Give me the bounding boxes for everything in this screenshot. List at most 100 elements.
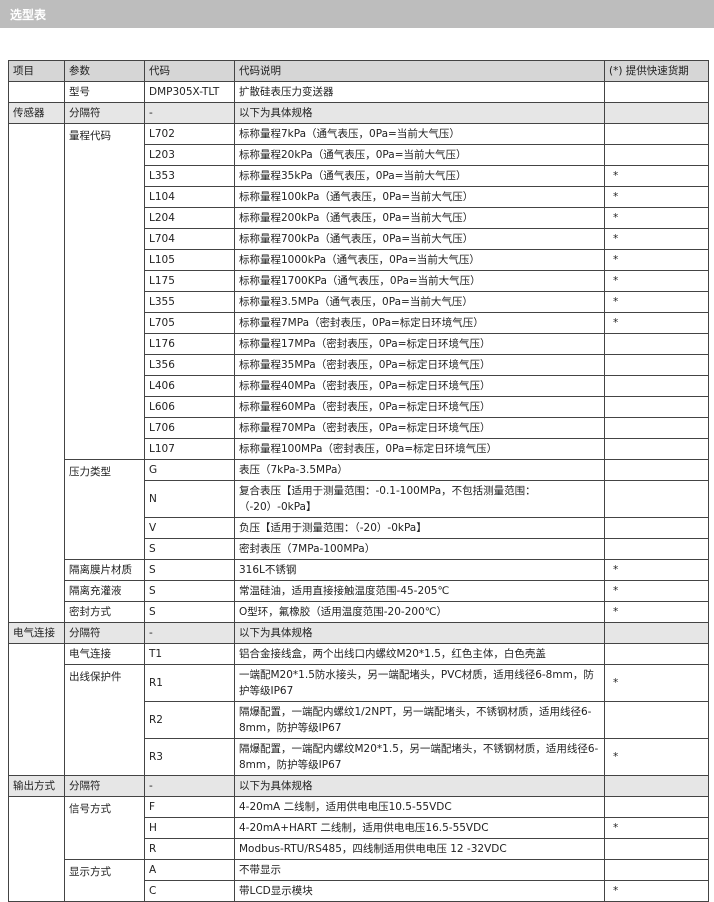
- code: R2: [144, 701, 235, 739]
- section-row: 输出方式 分隔符 - 以下为具体规格: [8, 775, 709, 797]
- param-name: 电气连接: [64, 643, 145, 665]
- page-title: 选型表: [10, 8, 47, 22]
- code: L176: [144, 333, 235, 355]
- quick-mark: *: [604, 580, 709, 602]
- code-desc: 以下为具体规格: [234, 622, 605, 644]
- code-desc: 标称量程1700KPa（通气表压，0Pa=当前大气压）: [234, 270, 605, 292]
- code: R: [144, 838, 235, 860]
- code: -: [144, 775, 235, 797]
- empty-cell: [8, 81, 65, 103]
- section-item: 输出方式: [8, 775, 65, 797]
- code-desc: 不带显示: [234, 859, 605, 881]
- option-row: 压力类型 G 表压（7kPa-3.5MPa）: [9, 459, 709, 560]
- param-name: 显示方式: [64, 859, 145, 902]
- code: L706: [144, 417, 235, 439]
- option-row: L355 标称量程3.5MPa（通气表压，0Pa=当前大气压） *: [9, 291, 709, 313]
- code-desc: 一端配M20*1.5防水接头，另一端配堵头，PVC材质，适用线径6-8mm，防护…: [234, 664, 605, 702]
- code: C: [144, 880, 235, 902]
- section-item: 电气连接: [8, 622, 65, 644]
- option-row: 显示方式 A 不带显示: [9, 859, 709, 902]
- code-desc: 以下为具体规格: [234, 775, 605, 797]
- param-name: 隔离充灌液: [64, 580, 145, 602]
- code: R1: [144, 664, 235, 702]
- option-row: L606 标称量程60MPa（密封表压，0Pa=标定日环境气压）: [9, 396, 709, 418]
- code: L406: [144, 375, 235, 397]
- code: -: [144, 622, 235, 644]
- quick-mark: [604, 123, 709, 145]
- param-name: 型号: [64, 81, 145, 103]
- quick-mark: [604, 375, 709, 397]
- header-row: 项目 参数 代码 代码说明 (*) 提供快速货期: [8, 60, 709, 82]
- option-row: 隔离充灌液 S 常温硅油，适用直接接触温度范围-45-205℃ *: [9, 580, 709, 602]
- option-row: L105 标称量程1000kPa（通气表压，0Pa=当前大气压） *: [9, 249, 709, 271]
- code: -: [144, 102, 235, 124]
- quick-mark: *: [604, 880, 709, 902]
- param-name: 密封方式: [64, 601, 145, 623]
- option-row: N 复合表压【适用于测量范围：-0.1-100MPa，不包括测量范围：（-20）-…: [9, 480, 709, 518]
- code-desc: 标称量程35MPa（密封表压，0Pa=标定日环境气压）: [234, 354, 605, 376]
- code: L702: [144, 123, 235, 145]
- quick-mark: [604, 459, 709, 481]
- quick-mark: *: [604, 165, 709, 187]
- column-header: (*) 提供快速货期: [604, 60, 709, 82]
- code-desc: Modbus-RTU/RS485，四线制适用供电电压 12 -32VDC: [234, 838, 605, 860]
- quick-mark: [604, 796, 709, 818]
- quick-mark: [604, 438, 709, 460]
- code: S: [144, 538, 235, 560]
- code: L175: [144, 270, 235, 292]
- code: F: [144, 796, 235, 818]
- code-desc: 标称量程100MPa（密封表压，0Pa=标定日环境气压）: [234, 438, 605, 460]
- code-desc: 316L不锈钢: [234, 559, 605, 581]
- quick-mark: [604, 622, 709, 644]
- empty-cell: [8, 123, 65, 623]
- quick-mark: [604, 102, 709, 124]
- quick-mark: *: [604, 738, 709, 776]
- code: S: [144, 580, 235, 602]
- quick-mark: [604, 354, 709, 376]
- option-row: L353 标称量程35kPa（通气表压，0Pa=当前大气压） *: [9, 165, 709, 187]
- option-row: C 带LCD显示模块 *: [9, 880, 709, 902]
- section-item: 传感器: [8, 102, 65, 124]
- code-desc: 常温硅油，适用直接接触温度范围-45-205℃: [234, 580, 605, 602]
- code-desc: 标称量程70MPa（密封表压，0Pa=标定日环境气压）: [234, 417, 605, 439]
- empty-cell: [8, 643, 65, 776]
- option-row: L704 标称量程700kPa（通气表压，0Pa=当前大气压） *: [9, 228, 709, 250]
- option-row: H 4-20mA+HART 二线制，适用供电电压16.5-55VDC *: [9, 817, 709, 839]
- option-row: S 密封表压（7MPa-100MPa）: [9, 538, 709, 560]
- code-desc: 标称量程7kPa（通气表压，0Pa=当前大气压）: [234, 123, 605, 145]
- code-desc: 负压【适用于测量范围：（-20）-0kPa】: [234, 517, 605, 539]
- code: L355: [144, 291, 235, 313]
- quick-mark: *: [604, 207, 709, 229]
- option-row: L204 标称量程200kPa（通气表压，0Pa=当前大气压） *: [9, 207, 709, 229]
- quick-mark: *: [604, 817, 709, 839]
- param-name: 分隔符: [64, 102, 145, 124]
- code-desc: 标称量程60MPa（密封表压，0Pa=标定日环境气压）: [234, 396, 605, 418]
- code-desc: 隔爆配置，一端配内螺纹M20*1.5，另一端配堵头，不锈钢材质，适用线径6-8m…: [234, 738, 605, 776]
- code-desc: 标称量程700kPa（通气表压，0Pa=当前大气压）: [234, 228, 605, 250]
- option-row: R Modbus-RTU/RS485，四线制适用供电电压 12 -32VDC: [9, 838, 709, 860]
- model-row: 型号 DMP305X-TLT 扩散硅表压力变送器: [8, 81, 709, 103]
- param-name: 隔离膜片材质: [64, 559, 145, 581]
- code-desc: 复合表压【适用于测量范围：-0.1-100MPa，不包括测量范围：（-20）-0…: [234, 480, 605, 518]
- quick-mark: [604, 859, 709, 881]
- quick-mark: [604, 701, 709, 739]
- code: S: [144, 601, 235, 623]
- param-name: 量程代码: [64, 123, 145, 460]
- code: L105: [144, 249, 235, 271]
- code: R3: [144, 738, 235, 776]
- quick-mark: *: [604, 228, 709, 250]
- param-name: 分隔符: [64, 775, 145, 797]
- option-row: 出线保护件 R1 一端配M20*1.5防水接头，另一端配堵头，PVC材质，适用线径6…: [9, 664, 709, 776]
- code-desc: 表压（7kPa-3.5MPa）: [234, 459, 605, 481]
- code-desc: O型环，氟橡胶（适用温度范围-20-200℃）: [234, 601, 605, 623]
- code-desc: 铝合金接线盒，两个出线口内螺纹M20*1.5，红色主体，白色壳盖: [234, 643, 605, 665]
- column-header: 代码说明: [234, 60, 605, 82]
- code: S: [144, 559, 235, 581]
- param-name: 信号方式: [64, 796, 145, 860]
- quick-mark: [604, 775, 709, 797]
- code-desc: 标称量程35kPa（通气表压，0Pa=当前大气压）: [234, 165, 605, 187]
- code-desc: 4-20mA 二线制，适用供电电压10.5-55VDC: [234, 796, 605, 818]
- param-name: 出线保护件: [64, 664, 145, 776]
- code: T1: [144, 643, 235, 665]
